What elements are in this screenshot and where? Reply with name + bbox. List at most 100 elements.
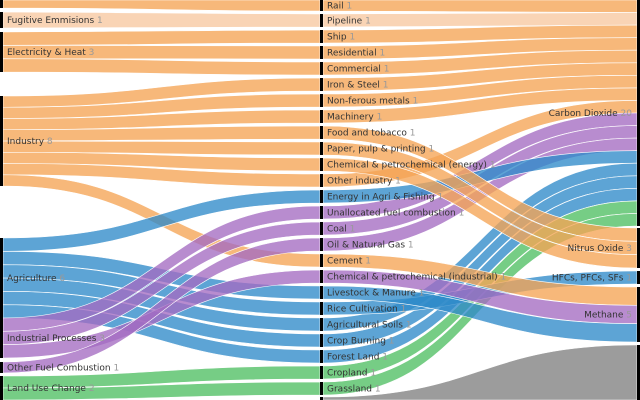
sankey-node[interactable] xyxy=(320,350,323,363)
node-name: Commercial xyxy=(327,65,381,75)
sankey-node[interactable] xyxy=(0,318,3,358)
sankey-node[interactable] xyxy=(0,32,3,72)
node-value: 1 xyxy=(416,289,425,299)
node-label: Pipeline 1 xyxy=(327,17,371,27)
sankey-node[interactable] xyxy=(320,174,323,187)
node-label: Food and tobacco 1 xyxy=(327,129,416,139)
node-value: 1 xyxy=(347,225,356,235)
node-value: 5 xyxy=(623,311,632,321)
node-value: 1 xyxy=(456,209,465,219)
node-value: 8 xyxy=(44,137,53,147)
node-value: 1 xyxy=(377,49,386,59)
sankey-node[interactable] xyxy=(637,345,640,400)
sankey-node[interactable] xyxy=(320,62,323,75)
sankey-node[interactable] xyxy=(320,110,323,123)
node-value: 1 xyxy=(410,97,419,107)
node-name: Chemical & petrochemical (energy) xyxy=(327,161,487,171)
node-label: Cropland 1 xyxy=(327,369,376,379)
flow-link[interactable] xyxy=(2,0,321,12)
sankey-node[interactable] xyxy=(320,397,323,400)
sankey-node[interactable] xyxy=(320,126,323,139)
node-value: 3 xyxy=(86,48,95,58)
sankey-node[interactable] xyxy=(320,0,323,11)
node-label: Livestock & Manure 1 xyxy=(327,289,424,299)
sankey-node[interactable] xyxy=(320,286,323,299)
sankey-node[interactable] xyxy=(320,30,323,43)
flow-link[interactable] xyxy=(2,151,321,172)
node-label: Commercial 1 xyxy=(327,65,389,75)
node-label: Agriculture 6 xyxy=(7,274,65,284)
node-name: Industry xyxy=(7,137,45,147)
node-value: 1 xyxy=(407,129,416,139)
node-name: Rice Cultivation xyxy=(327,305,398,315)
sankey-node[interactable] xyxy=(320,190,323,203)
sankey-node[interactable] xyxy=(320,238,323,251)
node-value: 1 xyxy=(362,17,371,27)
sankey-node[interactable] xyxy=(320,334,323,347)
sankey-node[interactable] xyxy=(0,96,3,186)
sankey-node[interactable] xyxy=(320,222,323,235)
node-label: Methane 5 xyxy=(584,311,632,321)
sankey-node[interactable] xyxy=(320,14,323,27)
node-name: Electricity & Heat xyxy=(7,48,86,58)
node-label: Nitrus Oxide 3 xyxy=(568,244,632,254)
flow-link[interactable] xyxy=(322,0,638,13)
node-value: 1 xyxy=(374,113,383,123)
flow-link[interactable] xyxy=(2,58,321,76)
node-name: Rail xyxy=(327,2,344,12)
node-value: 20 xyxy=(618,109,633,119)
node-name: Energy in Agri & Fishing xyxy=(327,193,435,203)
node-name: Coal xyxy=(327,225,347,235)
node-value: 1 xyxy=(386,337,395,347)
sankey-node[interactable] xyxy=(0,238,3,318)
sankey-node[interactable] xyxy=(320,254,323,267)
node-name: Unallocated fuel combustion xyxy=(327,209,456,219)
sankey-node[interactable] xyxy=(0,362,3,373)
node-value: 1 xyxy=(405,241,414,251)
node-name: Agricultural Soils xyxy=(327,321,403,331)
node-label: Rail 1 xyxy=(327,2,352,12)
node-label: Machinery 1 xyxy=(327,113,382,123)
node-name: Livestock & Manure xyxy=(327,289,416,299)
sankey-node[interactable] xyxy=(320,158,323,171)
sankey-node[interactable] xyxy=(0,12,3,28)
sankey-node[interactable] xyxy=(0,0,3,8)
sankey-node[interactable] xyxy=(0,376,3,400)
sankey-node[interactable] xyxy=(320,46,323,59)
node-label: Other industry 1 xyxy=(327,177,401,187)
node-value: 3 xyxy=(96,334,105,344)
sankey-node[interactable] xyxy=(637,287,640,342)
node-label: Forest Land 1 xyxy=(327,353,388,363)
node-label: Fugitive Emmisions 1 xyxy=(7,16,103,26)
sankey-node[interactable] xyxy=(320,78,323,91)
node-label: Paper, pulp & printing 1 xyxy=(327,145,434,155)
node-value: 1 xyxy=(623,274,632,284)
node-label: Rice Cultivation 1 xyxy=(327,305,406,315)
flow-link[interactable] xyxy=(2,29,321,46)
node-label: Industry 8 xyxy=(7,137,53,147)
sankey-node[interactable] xyxy=(637,228,640,268)
sankey-node[interactable] xyxy=(320,94,323,107)
node-label: Energy in Agri & Fishing 1 xyxy=(327,193,443,203)
node-name: Crop Burning xyxy=(327,337,386,347)
sankey-node[interactable] xyxy=(320,302,323,315)
node-name: Cropland xyxy=(327,369,367,379)
node-value: 1 xyxy=(344,2,353,12)
sankey-node[interactable] xyxy=(320,142,323,155)
sankey-node[interactable] xyxy=(320,318,323,331)
node-name: Chemical & petrochemical (industrial) xyxy=(327,273,498,283)
node-value: 1 xyxy=(372,385,381,395)
node-value: 1 xyxy=(403,321,412,331)
node-name: Oil & Natural Gas xyxy=(327,241,405,251)
sankey-node[interactable] xyxy=(320,270,323,283)
node-value: 1 xyxy=(379,353,388,363)
node-label: Agricultural Soils 1 xyxy=(327,321,412,331)
node-name: Non-ferous metals xyxy=(327,97,410,107)
node-value: 1 xyxy=(435,193,444,203)
sankey-node[interactable] xyxy=(637,271,640,284)
sankey-node[interactable] xyxy=(320,366,323,379)
sankey-node[interactable] xyxy=(320,206,323,219)
sankey-node[interactable] xyxy=(637,0,640,226)
sankey-node[interactable] xyxy=(320,382,323,395)
